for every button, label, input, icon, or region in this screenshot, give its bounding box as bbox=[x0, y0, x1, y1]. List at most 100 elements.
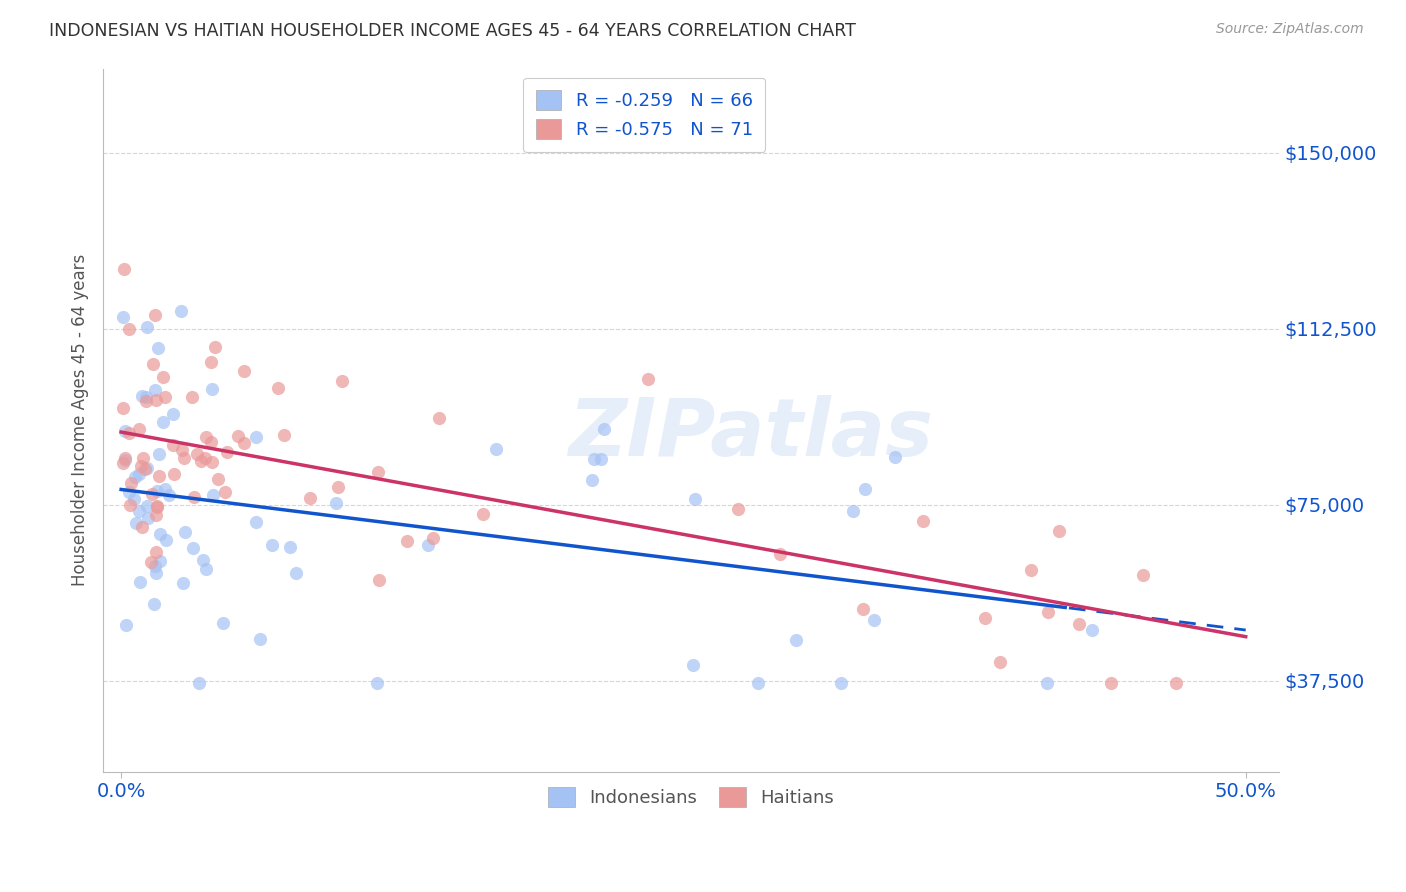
Point bbox=[183, 490, 205, 504]
Point bbox=[637, 372, 659, 386]
Point bbox=[422, 531, 444, 545]
Point bbox=[135, 390, 157, 404]
Point bbox=[145, 545, 167, 559]
Point bbox=[1099, 676, 1122, 690]
Point bbox=[135, 394, 157, 409]
Point bbox=[1036, 676, 1059, 690]
Point bbox=[118, 322, 141, 336]
Point bbox=[145, 393, 167, 408]
Point bbox=[747, 676, 769, 690]
Point bbox=[298, 491, 321, 505]
Point bbox=[122, 492, 145, 507]
Point bbox=[582, 452, 605, 467]
Point bbox=[135, 320, 157, 334]
Point bbox=[155, 533, 177, 548]
Point bbox=[143, 559, 166, 574]
Point bbox=[330, 374, 353, 388]
Point bbox=[852, 602, 875, 616]
Point bbox=[128, 467, 150, 481]
Point bbox=[146, 500, 169, 515]
Point bbox=[366, 676, 388, 690]
Point bbox=[195, 562, 218, 576]
Point bbox=[853, 482, 876, 496]
Point bbox=[112, 456, 135, 470]
Point bbox=[190, 454, 212, 468]
Point bbox=[153, 390, 176, 404]
Point bbox=[120, 498, 142, 512]
Point bbox=[125, 516, 148, 530]
Point bbox=[114, 618, 136, 632]
Point bbox=[181, 390, 204, 404]
Point bbox=[143, 308, 166, 322]
Point bbox=[188, 676, 211, 690]
Point bbox=[427, 410, 450, 425]
Point bbox=[201, 382, 224, 396]
Point bbox=[273, 428, 295, 442]
Point bbox=[141, 555, 163, 569]
Point bbox=[1132, 568, 1154, 582]
Point bbox=[173, 451, 195, 466]
Point bbox=[214, 485, 236, 500]
Point bbox=[217, 445, 239, 459]
Point bbox=[145, 483, 167, 498]
Point bbox=[146, 341, 169, 355]
Point bbox=[142, 597, 165, 611]
Point bbox=[118, 485, 141, 500]
Point bbox=[132, 450, 155, 465]
Point bbox=[727, 501, 749, 516]
Point bbox=[194, 451, 217, 466]
Point bbox=[1036, 605, 1059, 619]
Point bbox=[581, 473, 603, 487]
Point bbox=[112, 401, 135, 416]
Point bbox=[249, 632, 271, 647]
Point bbox=[128, 504, 150, 518]
Point bbox=[131, 520, 153, 534]
Point bbox=[145, 508, 167, 522]
Point bbox=[193, 553, 215, 567]
Point bbox=[129, 574, 152, 589]
Point bbox=[911, 514, 934, 528]
Y-axis label: Householder Income Ages 45 - 64 years: Householder Income Ages 45 - 64 years bbox=[72, 254, 89, 586]
Point bbox=[163, 467, 186, 482]
Point bbox=[830, 676, 852, 690]
Legend: Indonesians, Haitians: Indonesians, Haitians bbox=[538, 778, 844, 816]
Text: Source: ZipAtlas.com: Source: ZipAtlas.com bbox=[1216, 22, 1364, 37]
Point bbox=[129, 458, 152, 473]
Point bbox=[120, 475, 142, 490]
Point bbox=[228, 429, 250, 443]
Point bbox=[124, 469, 146, 483]
Point bbox=[200, 355, 222, 369]
Point bbox=[974, 611, 997, 625]
Point bbox=[245, 515, 267, 529]
Point bbox=[233, 364, 256, 378]
Point bbox=[148, 447, 170, 461]
Point bbox=[128, 422, 150, 436]
Point bbox=[162, 437, 184, 451]
Point bbox=[883, 450, 905, 465]
Point bbox=[285, 566, 308, 580]
Point bbox=[471, 508, 494, 522]
Point bbox=[769, 547, 792, 561]
Point bbox=[131, 389, 153, 403]
Point bbox=[186, 447, 208, 461]
Point bbox=[988, 655, 1011, 669]
Point bbox=[260, 538, 283, 552]
Point bbox=[152, 415, 174, 429]
Point bbox=[683, 492, 706, 507]
Point bbox=[785, 633, 807, 648]
Point bbox=[267, 381, 290, 395]
Point bbox=[136, 499, 159, 513]
Point bbox=[325, 496, 347, 510]
Point bbox=[114, 424, 136, 438]
Point bbox=[141, 487, 163, 501]
Point bbox=[593, 422, 616, 436]
Point bbox=[143, 384, 166, 398]
Point bbox=[204, 340, 226, 354]
Point bbox=[162, 407, 184, 421]
Point bbox=[172, 576, 194, 591]
Text: INDONESIAN VS HAITIAN HOUSEHOLDER INCOME AGES 45 - 64 YEARS CORRELATION CHART: INDONESIAN VS HAITIAN HOUSEHOLDER INCOME… bbox=[49, 22, 856, 40]
Point bbox=[395, 534, 418, 549]
Point bbox=[148, 468, 170, 483]
Point bbox=[278, 541, 301, 555]
Point bbox=[114, 452, 136, 467]
